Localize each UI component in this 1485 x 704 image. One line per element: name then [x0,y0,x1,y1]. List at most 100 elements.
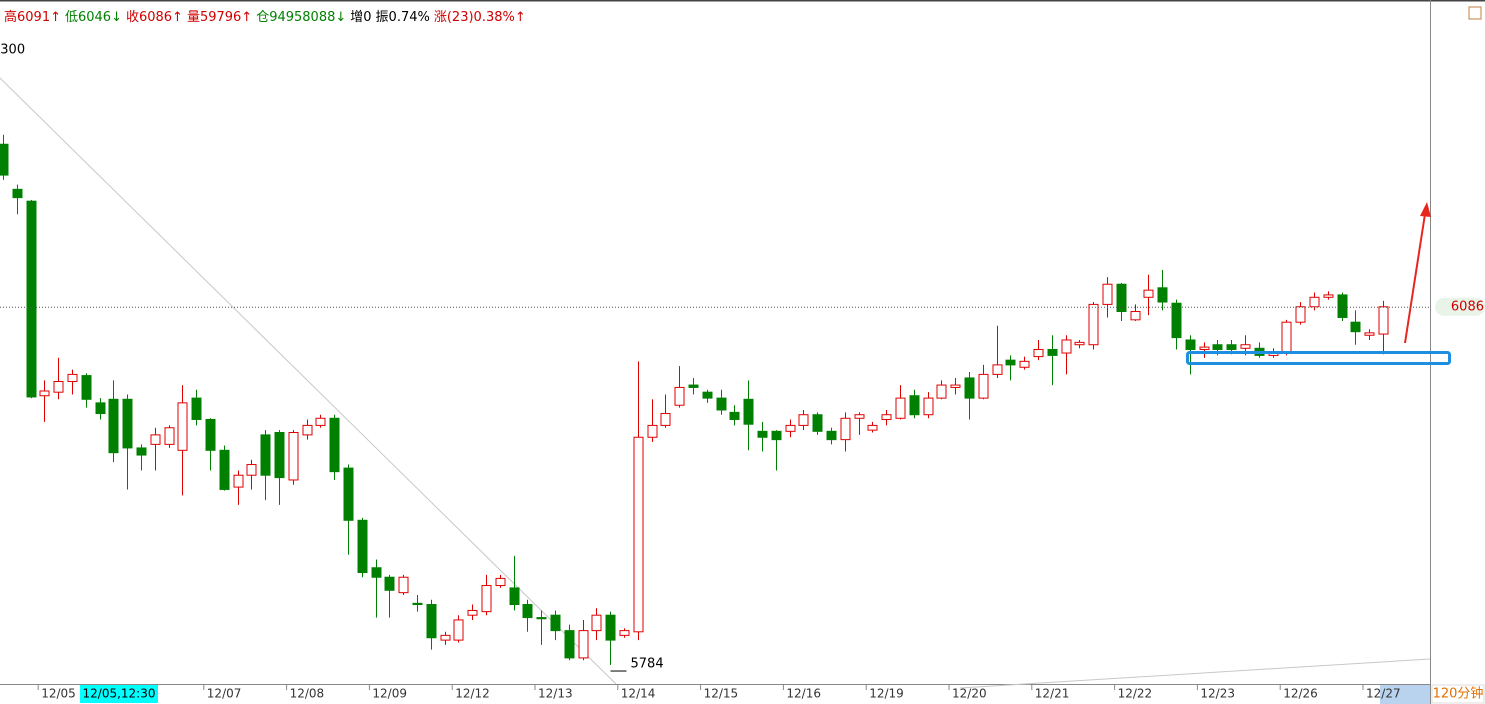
candle-body [509,587,520,606]
candle-body [412,602,423,606]
candle-body [633,436,644,633]
candle-body [302,424,313,436]
x-tick-label: 12/12 [455,687,490,701]
candle-body [1364,332,1375,336]
candle-body [826,430,837,441]
candle-body [550,614,561,632]
candle-body [26,200,37,398]
candle-body [1019,360,1030,368]
quote-field: 高6091↑ [4,10,61,25]
candle-body [191,397,202,420]
x-tick-label: 12/07 [207,687,242,701]
x-tick-label: 12/09 [372,687,407,701]
candle-body [605,614,616,641]
candle-body [964,377,975,399]
candle-body [1033,348,1044,358]
candle-body [1143,289,1154,298]
candle-body [1116,283,1127,313]
x-tick-label: 12/08 [290,687,325,701]
candle-body [1157,287,1168,303]
candle-body [1199,346,1210,350]
candle-body [177,402,188,451]
candle-body [812,414,823,432]
candle-body [591,614,602,632]
quote-field: 振0.74% [375,10,430,25]
arrow-shaft [1404,213,1426,344]
candle-body [1130,311,1141,321]
cursor-label: 12/05,12:30 [83,687,156,701]
x-tick-label: 12/15 [704,687,739,701]
candle-body [398,576,409,594]
candle-body [578,630,589,659]
candle-body [108,398,119,454]
candle-body [1047,348,1058,356]
candle-body [688,384,699,388]
candle-body [426,604,437,639]
candle-body [274,432,285,479]
candle-body [1061,339,1072,354]
candles [0,134,1389,666]
candle-body [1102,283,1113,305]
candle-body [674,386,685,406]
x-tick-label: 12/26 [1283,687,1318,701]
candle-body [854,414,865,419]
candle-body [647,424,658,438]
candle-body [246,464,257,476]
candle-body [564,630,575,659]
x-tick-label: 12/05 [41,687,76,701]
candle-body [81,375,92,400]
quote-field: 涨(23)0.38%↑ [433,10,526,25]
candle-body [95,402,106,415]
candle-body [1226,344,1237,350]
candle-body [481,585,492,613]
candle-body [233,474,244,488]
candle-body [384,576,395,591]
candle-body [315,417,326,426]
candle-body [909,395,920,416]
candle-body [757,430,768,438]
candle-body [357,519,368,573]
candle-body [1309,296,1320,308]
cursor-label-box [80,685,158,703]
corner-icon [1468,6,1482,20]
candle-body [164,427,175,445]
x-tick-label: 12/21 [1035,687,1070,701]
x-tick-label: 12/19 [869,687,904,701]
x-tick-label: 12/27 [1366,687,1401,701]
candle-body [743,398,754,425]
candle-body [1323,294,1334,298]
candle-body [67,373,78,383]
drawn-trendline [0,77,617,685]
arrow-head [1420,202,1431,217]
candle-body [729,411,740,420]
candle-body [1185,339,1196,350]
candle-body [136,447,147,456]
candle-body [798,414,809,426]
candle-body [923,397,934,416]
period-label: 120分钟 [1433,686,1484,702]
candle-body [0,143,9,176]
candle-body [288,432,299,481]
x-tick-label: 12/22 [1118,687,1153,701]
candle-body [536,617,547,620]
candle-body [440,634,451,641]
candle-body [343,467,354,521]
candle-body [978,373,989,399]
quote-field: 增0 [350,10,372,25]
candle-body [1212,344,1223,350]
candle-body [467,609,478,616]
candle-body [329,417,340,473]
candle-body [219,449,230,490]
candle-body [785,424,796,432]
candle-body [702,391,713,399]
candle-body [771,430,782,441]
x-tick-label: 12/20 [952,687,987,701]
candle-body [1295,306,1306,323]
quote-header: 高6091↑ 低6046↓ 收6086↑ 量59796↑ 仓94958088↓ 增0 振0.… [4,6,530,25]
x-tick-label: 12/16 [786,687,821,701]
candle-body [53,381,64,393]
last-price-bubble [1435,297,1485,316]
support-box [1186,351,1451,365]
candle-body [371,567,382,578]
